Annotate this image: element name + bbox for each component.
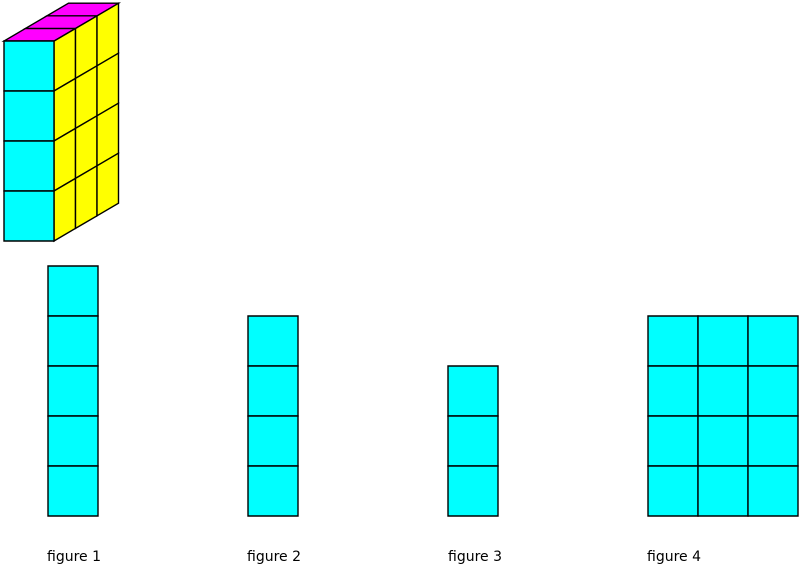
figure-4-cell (697, 415, 749, 467)
figure-1-cell (47, 265, 99, 317)
figure-4-cell (747, 315, 799, 367)
figure-3-label: figure 3 (448, 549, 502, 565)
figure-1-cell (47, 415, 99, 467)
figure-2-cell (247, 465, 299, 517)
figure-4-cell (697, 365, 749, 417)
prism-front-cell (3, 140, 55, 192)
figure-4-cell (697, 465, 749, 517)
figure-2-cell (247, 315, 299, 367)
prism-front-cell (3, 90, 55, 142)
figure-3-cell (447, 465, 499, 517)
figure-4-cell (647, 315, 699, 367)
figure-1-cell (47, 465, 99, 517)
figure-1-cell (47, 365, 99, 417)
figure-4-cell (647, 465, 699, 517)
figure-4-cell (747, 365, 799, 417)
figure-4-cell (747, 465, 799, 517)
figure-1-cell (47, 315, 99, 367)
figure-2-cell (247, 415, 299, 467)
figure-1-label: figure 1 (47, 549, 101, 565)
figure-4-cell (647, 365, 699, 417)
figure-2-label: figure 2 (247, 549, 301, 565)
figure-4-cell (747, 415, 799, 467)
figure-3-cell (447, 415, 499, 467)
figure-4-cell (697, 315, 749, 367)
figure-2-cell (247, 365, 299, 417)
figure-3-cell (447, 365, 499, 417)
figure-4-label: figure 4 (647, 549, 701, 565)
figure-4-cell (647, 415, 699, 467)
prism-top-cell (44, 2, 122, 17)
prism-front-cell (3, 40, 55, 92)
prism-side-cell (96, 151, 120, 218)
prism-front-cell (3, 190, 55, 242)
